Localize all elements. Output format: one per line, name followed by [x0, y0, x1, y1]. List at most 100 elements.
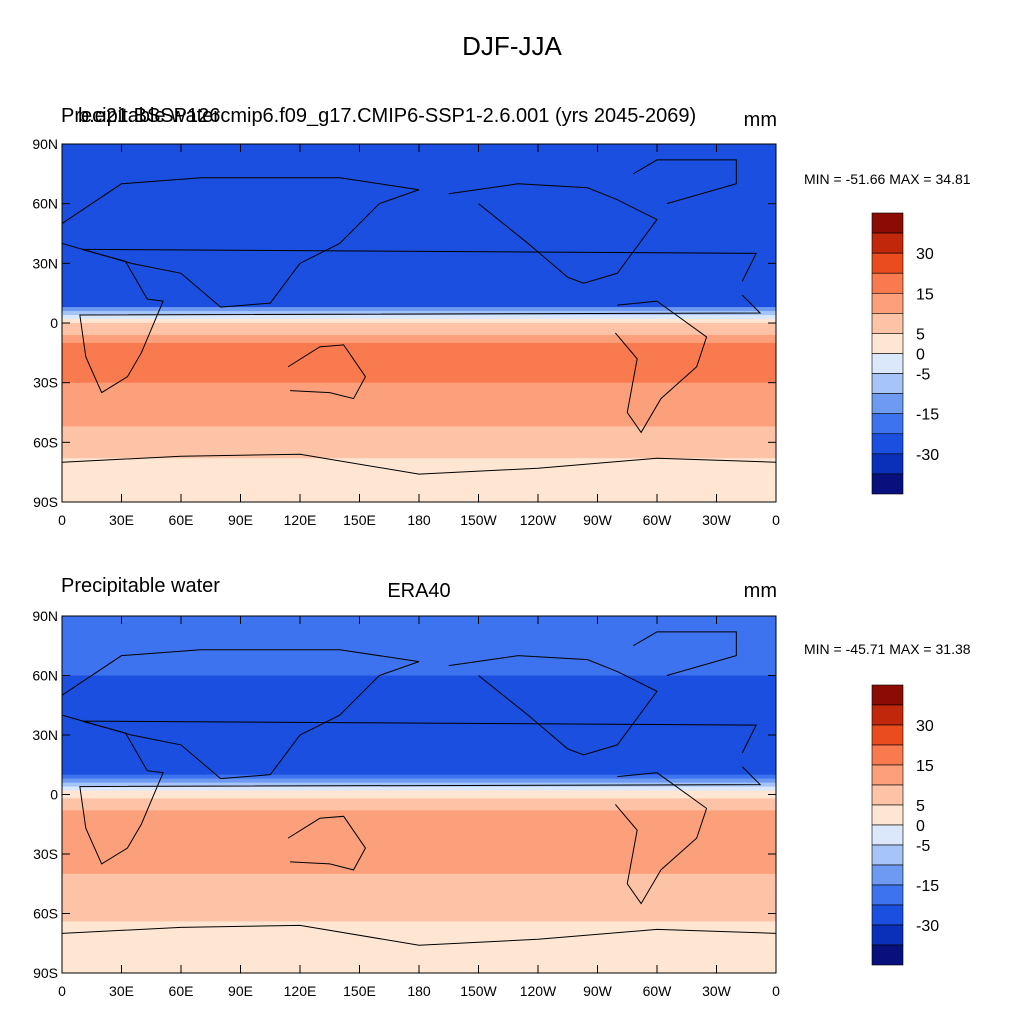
colorbar-box [871, 804, 904, 826]
field-band [62, 802, 776, 807]
field-band [62, 279, 776, 284]
y-tick-label: 60N [32, 668, 58, 684]
field-band [62, 247, 776, 252]
field-band [62, 933, 776, 938]
x-tick-label: 120W [520, 512, 557, 528]
field-band [62, 486, 776, 491]
colorbar-box [871, 433, 904, 455]
panel-1-variable-title: Precipitable water [61, 105, 220, 127]
x-tick-label: 180 [407, 983, 431, 999]
field-band [62, 873, 776, 879]
panel-2-variable-title: Precipitable water [61, 575, 220, 597]
field-band [62, 398, 776, 404]
field-band [62, 323, 776, 328]
field-band [62, 199, 776, 205]
panel-2: Precipitable water ERA40 mm MIN = -45.71… [32, 575, 970, 999]
field-band [62, 719, 776, 724]
colorbar-box [871, 272, 904, 294]
field-band [62, 738, 776, 744]
colorbar-label: -5 [916, 838, 930, 855]
field-band [62, 651, 776, 657]
figure-title: DJF-JJA [462, 31, 562, 61]
field-band [62, 466, 776, 471]
colorbar-box [871, 212, 904, 234]
colorbar-box [871, 924, 904, 946]
field-band [62, 893, 776, 899]
x-tick-label: 0 [772, 983, 780, 999]
x-tick-label: 150W [460, 983, 497, 999]
panel-2-case-title: ERA40 [387, 580, 450, 602]
field-band [62, 414, 776, 419]
colorbar-box [871, 904, 904, 926]
x-tick-label: 90E [228, 512, 253, 528]
colorbar-label: 15 [916, 286, 934, 303]
coastline [632, 159, 737, 205]
field-band [62, 869, 776, 875]
field-band [62, 929, 776, 934]
field-band [62, 434, 776, 439]
field-band [62, 303, 776, 308]
field-band [62, 699, 776, 704]
field-band [62, 941, 776, 946]
field-band [62, 925, 776, 930]
x-tick-label: 90W [583, 983, 613, 999]
field-band [62, 762, 776, 768]
field-band [62, 406, 776, 412]
field-band [62, 171, 776, 177]
field-band [62, 921, 776, 926]
field-band [62, 394, 776, 400]
coastline [614, 300, 708, 434]
field-band [62, 901, 776, 907]
field-band [62, 623, 776, 629]
field-band [62, 470, 776, 475]
field-band [62, 838, 776, 843]
field-band [62, 846, 776, 851]
field-band [62, 850, 776, 855]
panel-2-minmax: MIN = -45.71 MAX = 31.38 [804, 641, 971, 657]
x-tick-label: 150E [343, 512, 376, 528]
field-band [62, 877, 776, 883]
field-band [62, 746, 776, 752]
colorbar-box [871, 252, 904, 274]
field-band [62, 191, 776, 197]
field-band [62, 410, 776, 415]
field-band [62, 731, 776, 736]
coastline [61, 649, 420, 780]
field-band [62, 667, 776, 673]
field-band [62, 207, 776, 213]
colorbar-box [871, 784, 904, 806]
field-band [62, 215, 776, 221]
field-band [62, 474, 776, 479]
field-band [62, 275, 776, 280]
field-band [62, 418, 776, 423]
field-band [62, 482, 776, 487]
y-tick-label: 60N [32, 196, 58, 212]
field-band [62, 913, 776, 918]
field-band [62, 647, 776, 653]
field-band [62, 430, 776, 435]
x-tick-label: 30W [702, 983, 732, 999]
field-band [62, 806, 776, 811]
field-band [62, 798, 776, 803]
y-tick-label: 60S [33, 434, 58, 450]
colorbar-box [871, 292, 904, 314]
coastline [614, 772, 708, 905]
field-band [62, 450, 776, 455]
field-band [62, 750, 776, 756]
field-band [62, 810, 776, 815]
field-band [62, 287, 776, 292]
field-band [62, 235, 776, 240]
field-band [62, 211, 776, 217]
field-band [62, 183, 776, 189]
field-band [62, 770, 776, 776]
field-band [62, 937, 776, 942]
field-band [62, 711, 776, 716]
field-band [62, 782, 776, 788]
x-tick-label: 60E [169, 512, 194, 528]
colorbar-label: -30 [916, 918, 939, 935]
field-band [62, 307, 776, 312]
field-band [62, 814, 776, 819]
y-tick-label: 0 [50, 787, 58, 803]
colorbar-label: 30 [916, 718, 934, 735]
